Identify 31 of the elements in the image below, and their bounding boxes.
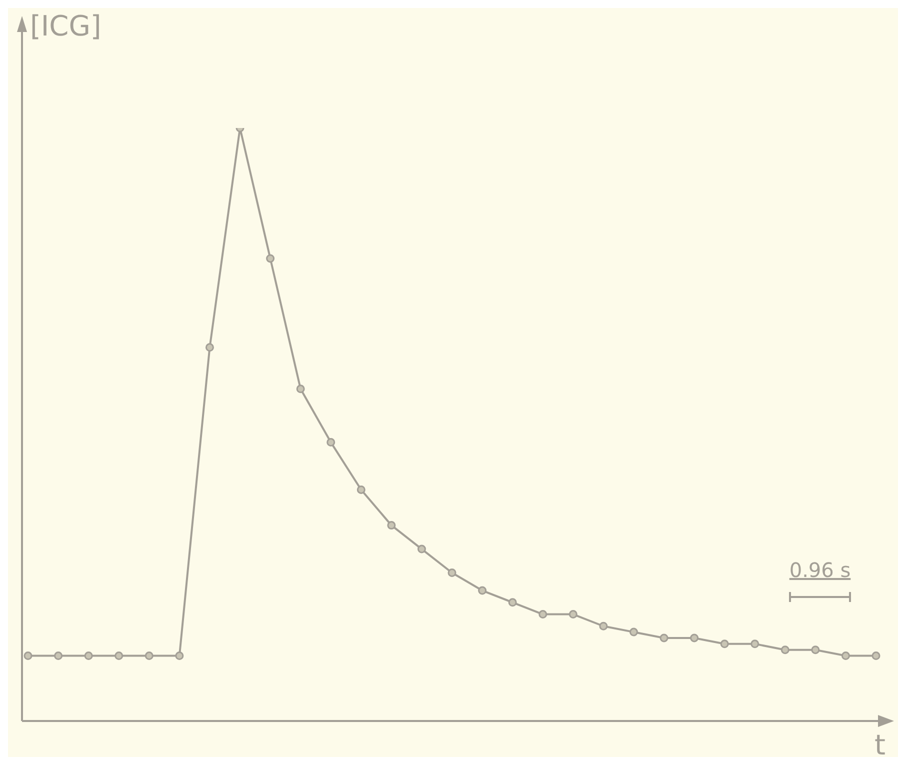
point	[841, 652, 850, 660]
point	[780, 646, 790, 654]
point	[205, 343, 214, 352]
point	[24, 652, 32, 660]
point	[448, 568, 456, 577]
point	[54, 652, 63, 660]
point	[690, 634, 699, 642]
point	[266, 254, 275, 263]
point	[417, 544, 426, 554]
point	[629, 628, 638, 636]
point	[326, 438, 336, 447]
point	[296, 384, 305, 394]
annotation: 0.96 s	[789, 558, 851, 582]
point	[811, 646, 820, 654]
x-axis-title: t	[874, 728, 886, 762]
point	[720, 640, 729, 648]
point	[508, 598, 517, 607]
point	[660, 634, 668, 642]
point	[750, 640, 760, 648]
point	[599, 622, 608, 630]
point	[114, 652, 124, 660]
point	[478, 586, 487, 595]
point	[356, 485, 366, 494]
point	[175, 652, 184, 660]
y-axis-title: [ICG]	[30, 9, 102, 42]
point	[872, 652, 880, 660]
point	[144, 652, 154, 660]
point	[568, 610, 578, 619]
point	[84, 652, 93, 660]
point	[538, 610, 548, 619]
point	[387, 521, 396, 530]
